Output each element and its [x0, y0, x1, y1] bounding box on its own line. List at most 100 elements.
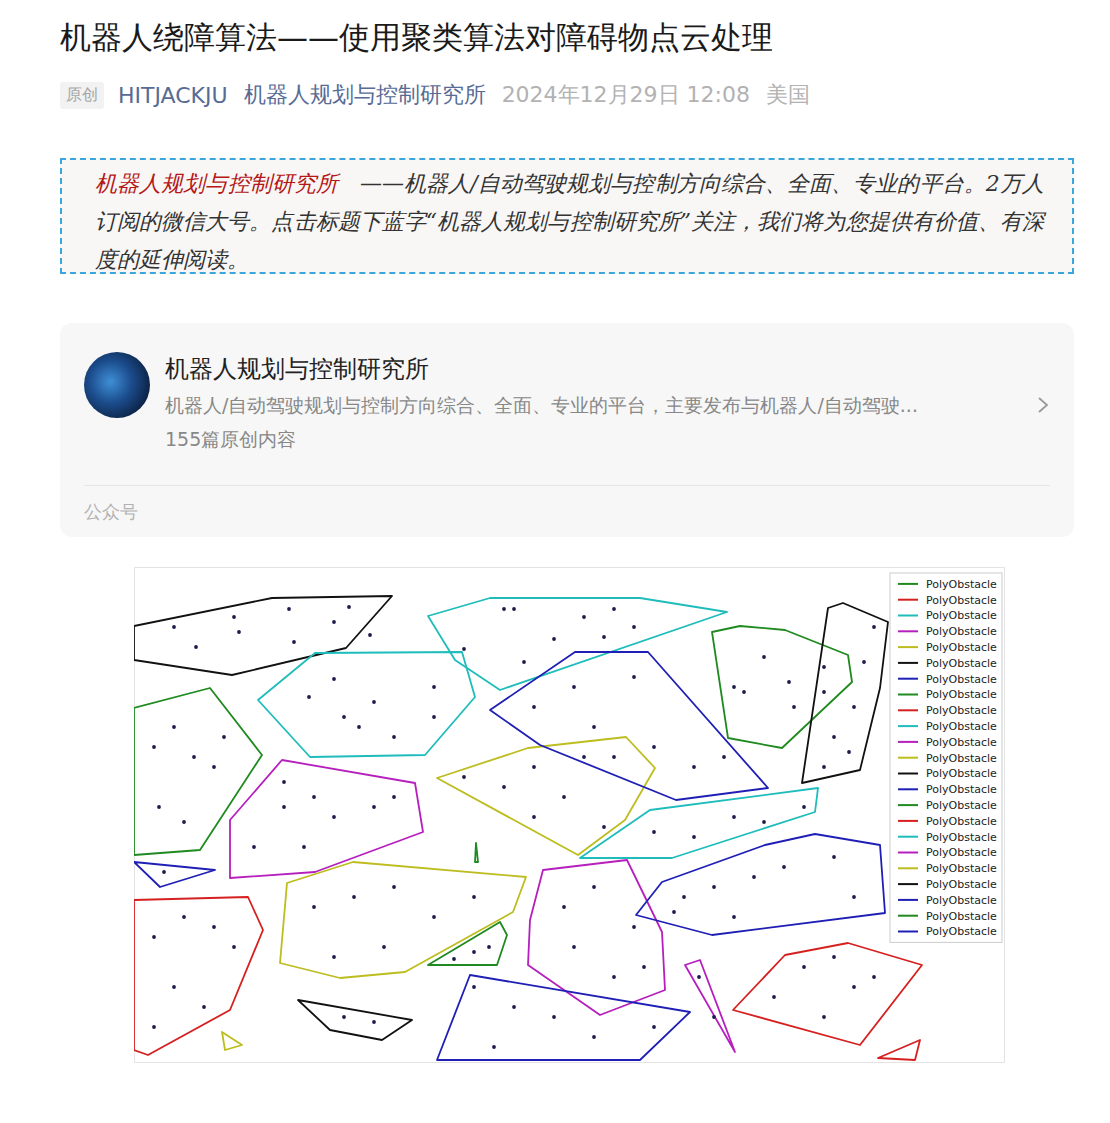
point	[572, 685, 576, 689]
point	[592, 725, 596, 729]
obstacle-polygon	[134, 862, 215, 887]
obstacle-polygon	[437, 975, 690, 1060]
obstacle-polygon	[222, 1032, 242, 1050]
point	[582, 755, 586, 759]
point	[332, 620, 336, 624]
point	[472, 895, 476, 899]
point	[332, 677, 336, 681]
point	[612, 975, 616, 979]
obstacle-polygon	[685, 960, 735, 1052]
obstacle-polygon	[134, 688, 262, 855]
obstacle-polygon	[636, 834, 885, 935]
chevron-icon[interactable]	[1035, 395, 1051, 415]
point	[502, 785, 506, 789]
intro-box: 机器人规划与控制研究所——机器人/自动驾驶规划与控制方向综合、全面、专业的平台。…	[60, 158, 1074, 274]
point	[357, 725, 361, 729]
publish-date: 2024年12月29日 12:08	[502, 80, 750, 110]
legend-swatch	[898, 741, 918, 743]
point	[732, 685, 736, 689]
point	[792, 705, 796, 709]
legend-label: PolyObstacle	[926, 720, 997, 733]
intro-highlight: 机器人规划与控制研究所	[95, 171, 338, 196]
point	[172, 725, 176, 729]
legend-swatch	[898, 836, 918, 838]
point	[472, 985, 476, 989]
point	[822, 690, 826, 694]
point	[832, 855, 836, 859]
point	[382, 945, 386, 949]
point	[462, 775, 466, 779]
legend-label: PolyObstacle	[926, 767, 997, 780]
chart-root: PolyObstacle PolyObstacle PolyObstacle Poly…	[134, 568, 1005, 1063]
legend: PolyObstacle PolyObstacle PolyObstacle Poly…	[890, 573, 1002, 942]
point	[342, 1015, 346, 1019]
point	[562, 905, 566, 909]
point	[347, 605, 351, 609]
x-axis-top-line	[135, 567, 1005, 568]
legend-box	[890, 573, 1002, 942]
legend-swatch	[898, 804, 918, 806]
legend-label: PolyObstacle	[926, 799, 997, 812]
account-card[interactable]: 机器人规划与控制研究所机器人/自动驾驶规划与控制方向综合、全面、专业的平台，主要…	[60, 323, 1074, 537]
obstacle-polygon	[134, 596, 392, 675]
point	[392, 795, 396, 799]
legend-label: PolyObstacle	[926, 704, 997, 717]
point	[732, 815, 736, 819]
obstacle-polygon	[802, 603, 888, 783]
legend-swatch	[898, 583, 918, 585]
account-description: 机器人/自动驾驶规划与控制方向综合、全面、专业的平台，主要发布与机器人/自动驾驶…	[165, 393, 918, 419]
point	[372, 805, 376, 809]
point	[342, 715, 346, 719]
card-divider	[84, 485, 1050, 486]
point	[512, 607, 516, 611]
publish-location: 美国	[766, 80, 810, 110]
point	[672, 910, 676, 914]
legend-label: PolyObstacle	[926, 831, 997, 844]
point	[762, 820, 766, 824]
point	[822, 665, 826, 669]
point	[802, 805, 806, 809]
point	[722, 755, 726, 759]
point	[368, 633, 372, 637]
chart-svg: PolyObstacle PolyObstacle PolyObstacle Poly…	[0, 0, 1110, 1123]
point	[762, 655, 766, 659]
obstacle-polygon	[280, 862, 526, 978]
legend-swatch	[898, 867, 918, 869]
legend-label: PolyObstacle	[926, 894, 997, 907]
point	[552, 637, 556, 641]
point	[232, 945, 236, 949]
point	[782, 865, 786, 869]
point	[592, 885, 596, 889]
point	[202, 1005, 206, 1009]
point	[282, 805, 286, 809]
legend-label: PolyObstacle	[926, 578, 997, 591]
point	[292, 640, 296, 644]
point	[332, 815, 336, 819]
legend-label: PolyObstacle	[926, 783, 997, 796]
point	[682, 895, 686, 899]
point	[862, 660, 866, 664]
point	[172, 625, 176, 629]
obstacle-polygon	[712, 626, 852, 748]
point	[152, 745, 156, 749]
point	[462, 647, 466, 651]
point	[572, 945, 576, 949]
point	[847, 750, 851, 754]
point	[152, 1025, 156, 1029]
account-link[interactable]: 机器人规划与控制研究所	[244, 80, 486, 110]
point	[522, 660, 526, 664]
point	[872, 975, 876, 979]
point	[502, 607, 506, 611]
point	[712, 885, 716, 889]
plot-area	[134, 596, 922, 1060]
legend-swatch	[898, 852, 918, 854]
point	[312, 905, 316, 909]
legend-swatch	[898, 788, 918, 790]
point	[852, 895, 856, 899]
point	[752, 875, 756, 879]
author-name[interactable]: HITJACKJU	[118, 83, 228, 108]
point	[732, 915, 736, 919]
point	[492, 1045, 496, 1049]
point	[212, 765, 216, 769]
x-axis-top	[135, 567, 1005, 568]
